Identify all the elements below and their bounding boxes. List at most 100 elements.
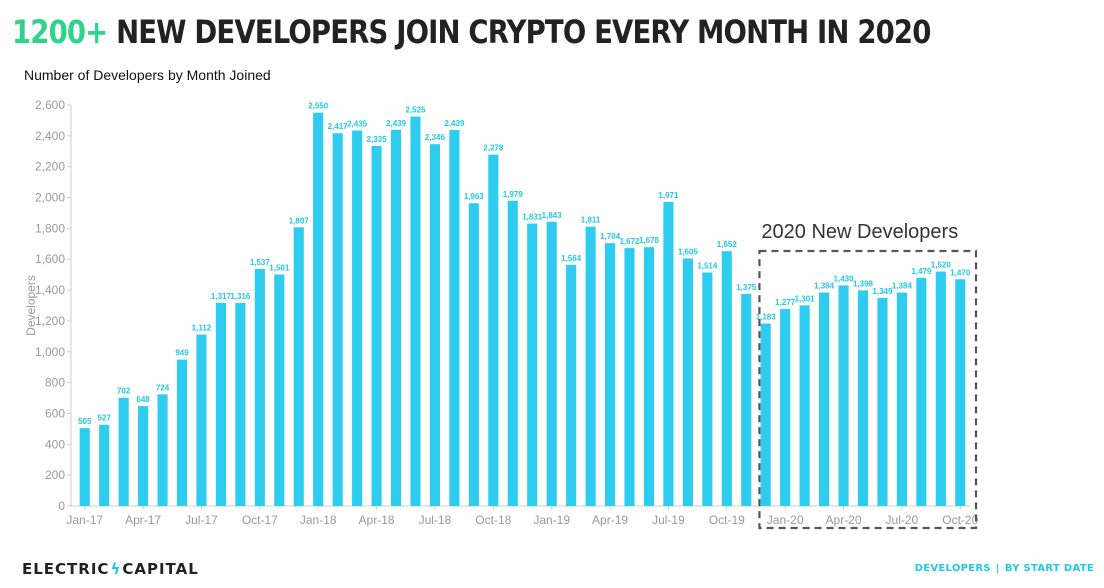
bar: [449, 129, 460, 506]
x-tick-label: Jul-19: [652, 513, 685, 527]
bar-value-label: 1,811: [581, 216, 601, 225]
bar-value-label: 1,384: [892, 282, 913, 291]
bar-value-label: 1,704: [600, 232, 621, 241]
bar-value-label: 1,971: [658, 191, 679, 200]
bar-value-label: 1,678: [639, 236, 660, 245]
bar-value-label: 1,398: [853, 279, 874, 288]
bar-value-label: 1,652: [717, 240, 738, 249]
bar: [196, 334, 207, 506]
bar-value-label: 1,963: [464, 192, 485, 201]
x-tick-label: Jul-17: [185, 513, 218, 527]
bar-value-label: 2,439: [386, 119, 407, 128]
bar: [429, 144, 441, 506]
bar: [819, 292, 830, 506]
bar: [857, 290, 869, 506]
bar-value-label: 724: [156, 383, 170, 392]
annotation-box: [758, 249, 978, 530]
bar: [585, 226, 596, 506]
bar-value-label: 1,317: [211, 292, 232, 301]
bar: [371, 145, 382, 506]
bar-value-label: 1,672: [619, 237, 640, 246]
y-tick-label: 2,600: [35, 98, 65, 112]
bar: [546, 221, 557, 506]
bar: [352, 130, 363, 507]
bar-value-label: 1,537: [250, 258, 271, 267]
y-tick-label: 0: [58, 499, 65, 513]
bar: [79, 428, 90, 506]
bar: [877, 297, 888, 506]
bar-value-label: 1,605: [678, 247, 699, 256]
bar: [293, 227, 304, 506]
bar: [682, 258, 693, 506]
bar: [99, 424, 110, 506]
bar: [410, 116, 421, 506]
bar-value-label: 1,375: [736, 283, 757, 292]
annotation-label: 2020 New Developers: [761, 221, 958, 243]
bar-value-label: 505: [78, 417, 92, 426]
y-tick-label: 1,200: [35, 314, 65, 328]
bar-value-label: 1,520: [931, 261, 952, 270]
bar: [274, 274, 285, 506]
bar: [643, 247, 655, 506]
bar-value-label: 2,417: [328, 122, 349, 131]
bar: [741, 293, 752, 506]
y-tick-label: 400: [45, 437, 65, 451]
bar: [955, 279, 966, 506]
bar: [507, 200, 518, 506]
brand-right: CAPITAL: [122, 560, 199, 578]
bar: [799, 305, 810, 506]
bar-value-label: 1,470: [950, 268, 971, 277]
x-tick-label: Oct-17: [242, 513, 278, 527]
bar: [935, 271, 946, 506]
x-tick-label: Apr-17: [125, 513, 161, 527]
y-tick-label: 2,000: [35, 191, 65, 205]
x-tick-label: Jan-18: [300, 513, 337, 527]
bar-value-label: 2,278: [483, 144, 504, 153]
footer-right-label: BY START DATE: [1004, 563, 1094, 574]
y-tick-label: 200: [45, 468, 65, 482]
headline: 1200+ NEW DEVELOPERS JOIN CRYPTO EVERY M…: [12, 10, 931, 54]
bar: [896, 292, 907, 506]
y-tick-label: 1,800: [35, 221, 65, 235]
bar-value-label: 1,112: [192, 323, 212, 332]
bar: [916, 277, 927, 506]
y-tick-label: 2,400: [35, 129, 65, 143]
bar: [215, 302, 226, 506]
y-tick-label: 800: [45, 376, 65, 390]
bar-value-label: 2,525: [405, 106, 426, 115]
bar: [157, 394, 168, 506]
bar: [604, 243, 616, 506]
bar: [332, 133, 343, 506]
footer-separator: |: [995, 563, 1000, 574]
bar: [721, 251, 732, 506]
bar: [235, 303, 246, 506]
footer-left: DEVELOPERS: [914, 563, 991, 574]
lightning-bolt-icon: ϟ: [110, 560, 122, 578]
bar-value-label: 949: [175, 349, 189, 358]
x-tick-label: Jan-20: [767, 513, 804, 527]
bar: [702, 272, 713, 506]
bar: [118, 397, 129, 506]
bar: [313, 112, 324, 506]
x-tick-label: Jul-20: [886, 513, 919, 527]
bar: [390, 129, 402, 506]
bar-value-label: 1,183: [756, 313, 777, 322]
bar: [176, 359, 188, 506]
bar-value-label: 1,430: [834, 274, 855, 283]
bar-value-label: 648: [136, 395, 150, 404]
bar: [838, 285, 849, 506]
y-tick-label: 1,600: [35, 252, 65, 266]
bar-value-label: 1,301: [795, 294, 816, 303]
bar-value-label: 1,843: [542, 211, 563, 220]
x-tick-label: Apr-18: [359, 513, 395, 527]
electric-capital-logo: ELECTRIC ϟ CAPITAL: [22, 560, 199, 578]
y-tick-label: 600: [45, 406, 65, 420]
bar-value-label: 1,979: [503, 190, 524, 199]
x-tick-label: Oct-19: [709, 513, 745, 527]
y-tick-label: 1,000: [35, 345, 65, 359]
x-tick-label: Jan-19: [533, 513, 570, 527]
y-axis-label: Developers: [24, 275, 38, 336]
bar: [566, 264, 577, 506]
bar-value-label: 1,501: [269, 263, 290, 272]
bar-value-label: 2,435: [347, 119, 368, 128]
